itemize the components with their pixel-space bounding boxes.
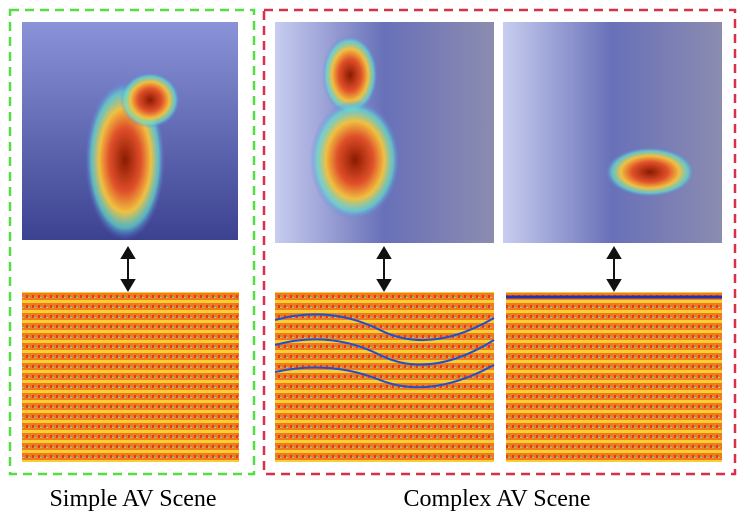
arrow-heads xyxy=(606,246,622,292)
arrow-heads xyxy=(120,246,136,292)
caption: Simple AV Scene xyxy=(49,486,216,512)
photo xyxy=(503,22,722,243)
spectrogram xyxy=(275,292,494,462)
caption: Complex AV Scene xyxy=(403,486,590,512)
heatmap xyxy=(310,100,400,220)
simple-frame xyxy=(8,8,256,476)
spectrogram xyxy=(22,292,239,462)
heatmap xyxy=(120,72,180,128)
arrow-heads xyxy=(376,246,392,292)
photo-clarinet-2 xyxy=(503,22,722,243)
harmonics xyxy=(274,313,495,389)
spectrogram xyxy=(506,292,722,462)
photo-clarinet-1 xyxy=(275,22,494,243)
arrows xyxy=(120,246,622,292)
heatmap xyxy=(322,35,378,115)
complex-frame xyxy=(262,8,737,476)
photo-accordion xyxy=(22,22,238,240)
heatmap xyxy=(605,147,695,197)
